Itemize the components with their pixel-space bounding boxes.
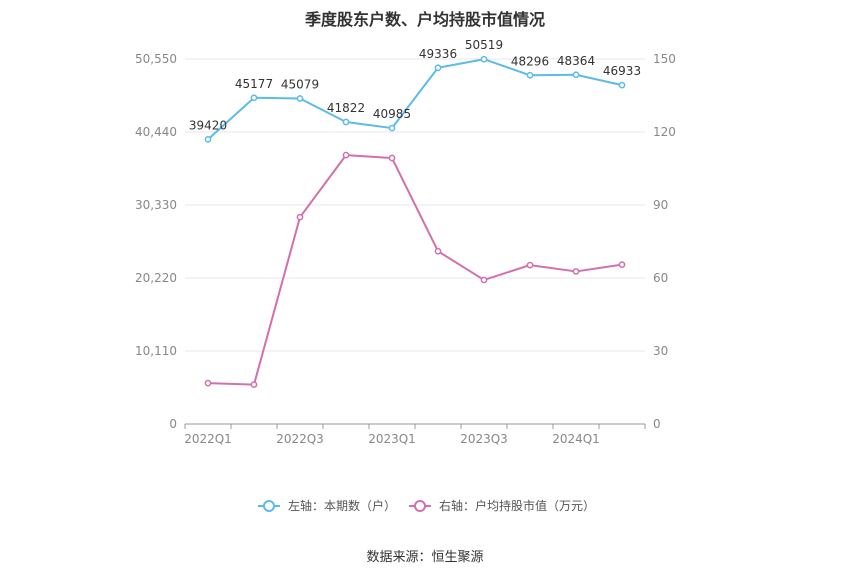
left-tick-label: 10,110 [135, 344, 177, 358]
source-note: 数据来源：恒生聚源 [366, 550, 484, 565]
point-households [526, 71, 534, 79]
x-tick-label: 2023Q1 [368, 432, 416, 446]
data-label: 45079 [281, 78, 319, 92]
point-avg-value [480, 276, 488, 284]
point-households [342, 118, 350, 126]
left-tick-label: 30,330 [135, 198, 177, 212]
point-avg-value [204, 379, 212, 387]
legend-households-swatch-marker [263, 500, 275, 512]
data-label: 48364 [557, 54, 595, 68]
legend-households-label: 左轴：本期数（户） [288, 498, 396, 513]
data-label: 45177 [235, 77, 273, 91]
right-tick-label: 120 [653, 125, 676, 139]
point-households [204, 136, 212, 143]
point-households [572, 71, 580, 79]
point-avg-value [618, 261, 626, 268]
x-tick-label: 2024Q1 [552, 432, 600, 446]
data-label: 46933 [603, 64, 641, 78]
x-tick-label: 2022Q1 [184, 432, 232, 446]
right-tick-label: 0 [653, 417, 661, 431]
legend-avg-value-label: 右轴：户均持股市值（万元） [439, 498, 595, 513]
point-avg-value [296, 213, 304, 221]
point-avg-value [572, 268, 580, 275]
data-label: 50519 [465, 38, 503, 52]
legend-avg-value-swatch-marker [414, 500, 426, 512]
left-tick-label: 0 [169, 417, 177, 431]
point-households [434, 64, 442, 72]
data-label: 48296 [511, 54, 549, 68]
right-tick-label: 30 [653, 344, 668, 358]
point-avg-value [526, 261, 534, 269]
data-label: 40985 [373, 107, 411, 121]
x-tick-label: 2022Q3 [276, 432, 324, 446]
point-avg-value [250, 381, 258, 388]
data-label: 39420 [189, 118, 227, 132]
left-tick-label: 40,440 [135, 125, 177, 139]
data-label: 49336 [419, 47, 457, 61]
point-households [480, 55, 488, 63]
right-tick-label: 150 [653, 52, 676, 66]
left-tick-label: 50,550 [135, 52, 177, 66]
point-households [618, 81, 626, 89]
point-households [250, 94, 258, 102]
point-households [388, 124, 396, 132]
series-line-avg-value [207, 154, 623, 386]
point-avg-value [388, 154, 396, 162]
point-avg-value [434, 247, 442, 255]
data-label: 41822 [327, 101, 365, 115]
point-households [296, 95, 304, 102]
series-line-households [207, 58, 623, 141]
right-tick-label: 90 [653, 198, 668, 212]
right-tick-label: 60 [653, 271, 668, 285]
x-tick-label: 2023Q3 [460, 432, 508, 446]
left-tick-label: 20,220 [135, 271, 177, 285]
chart-title: 季度股东户数、户均持股市值情况 [304, 10, 545, 29]
point-avg-value [342, 151, 350, 159]
